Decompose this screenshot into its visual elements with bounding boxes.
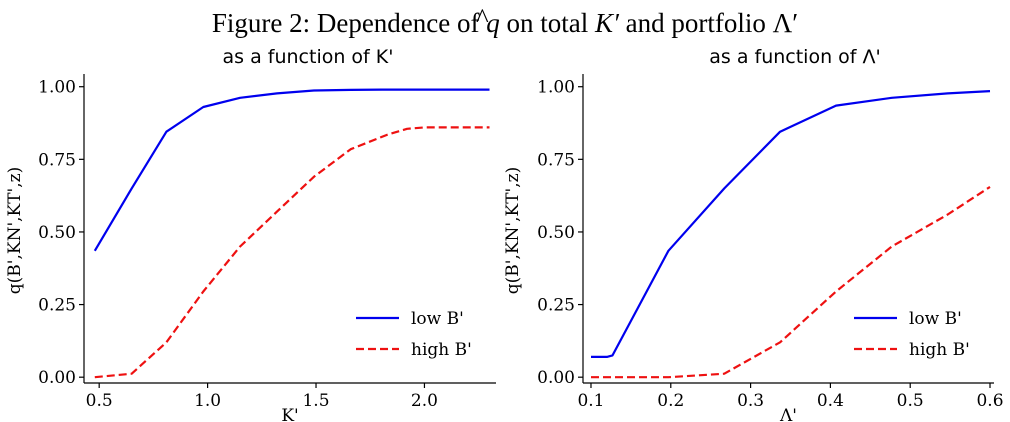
x-tick-label: 1.5 <box>302 391 329 411</box>
legend-label: high B' <box>909 340 970 360</box>
y-tick-label: 0.75 <box>537 150 575 170</box>
legend-label: high B' <box>411 340 472 360</box>
series-line-high-b <box>94 126 490 379</box>
chart-panel-k: as a function of K' 0.00 0.25 0.50 0.75 1.00 0… <box>5 46 496 422</box>
q-symbol: q <box>486 8 500 38</box>
series-line-low-b <box>93 88 490 252</box>
x-tick-label: 0.2 <box>657 391 684 411</box>
x-tick-label: 0.5 <box>897 391 924 411</box>
q-hat-accent: ^ <box>476 3 489 33</box>
panel-title: as a function of K' <box>223 46 394 68</box>
y-tick-label: 1.00 <box>537 78 575 98</box>
series-line-low-b <box>591 90 991 358</box>
x-axis-label: K' <box>281 406 298 422</box>
x-tick-label: 1.0 <box>194 391 221 411</box>
y-tick-label: 0.00 <box>537 368 575 388</box>
y-axis-label: q(B',KN',KT',z) <box>503 167 523 294</box>
y-tick-label: 0.50 <box>38 223 76 243</box>
series-line-high-b <box>591 185 991 379</box>
x-tick-label: 0.4 <box>817 391 844 411</box>
legend-label: low B' <box>411 309 464 329</box>
x-tick-label: 0.5 <box>86 391 113 411</box>
panel-title: as a function of Λ' <box>709 46 881 68</box>
y-tick-label: 0.50 <box>537 223 575 243</box>
legend-label: low B' <box>909 309 962 329</box>
y-tick-label: 0.25 <box>38 296 76 316</box>
y-tick-label: 0.00 <box>38 368 76 388</box>
figure-title: Figure 2: Dependence of q on total K′ an… <box>212 8 798 38</box>
y-tick-label: 1.00 <box>38 78 76 98</box>
x-tick-label: 0.1 <box>577 391 604 411</box>
y-tick-label: 0.25 <box>537 296 575 316</box>
x-tick-label: 0.6 <box>976 391 1003 411</box>
x-tick-label: 0.3 <box>737 391 764 411</box>
y-tick-label: 0.75 <box>38 150 76 170</box>
x-tick-label: 2.0 <box>411 391 438 411</box>
chart-panel-lambda: as a function of Λ' 0.00 0.25 0.50 0.75 1.00 0… <box>503 46 1004 422</box>
x-axis-label: Λ' <box>779 406 797 422</box>
y-axis-label: q(B',KN',KT',z) <box>5 167 25 294</box>
